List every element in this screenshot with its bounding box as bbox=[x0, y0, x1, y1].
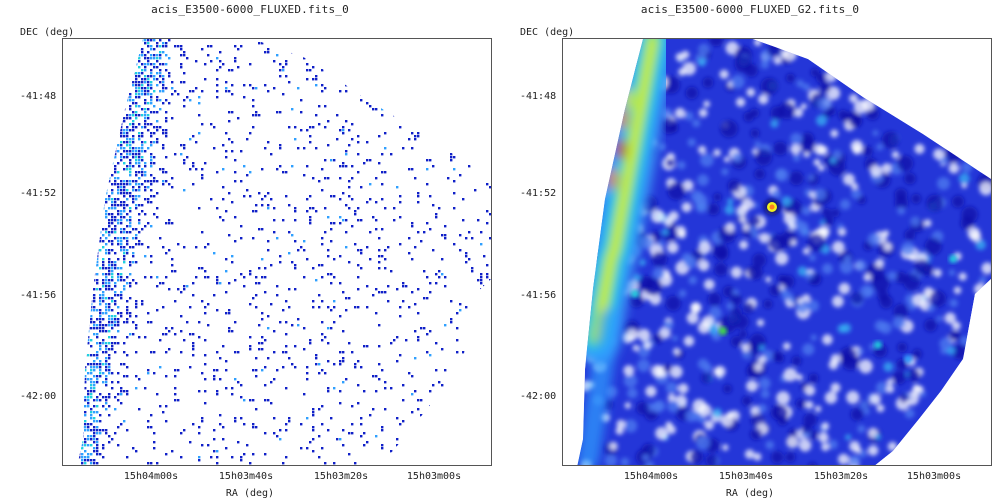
right-panel: acis_E3500-6000_FLUXED_G2.fits_0 DEC (de… bbox=[500, 0, 1000, 504]
left-y-axis-label: DEC (deg) bbox=[20, 27, 75, 38]
right-x-axis-label: RA (deg) bbox=[725, 488, 775, 499]
right-y-tick-2: -41:52 bbox=[520, 188, 557, 199]
right-smoothed-image bbox=[577, 39, 991, 465]
left-event-pixels bbox=[77, 39, 491, 465]
left-y-tick-2: -41:52 bbox=[20, 188, 57, 199]
left-panel: acis_E3500-6000_FLUXED.fits_0 DEC (deg) … bbox=[20, 3, 492, 499]
left-x-tick-1: 15h04m00s bbox=[123, 471, 179, 482]
right-y-axis-label: DEC (deg) bbox=[520, 27, 575, 38]
right-smoothed-emission bbox=[577, 39, 991, 465]
right-x-tick-4: 15h03m00s bbox=[906, 471, 962, 482]
right-y-tick-1: -41:48 bbox=[520, 91, 557, 102]
right-y-tick-3: -41:56 bbox=[520, 290, 557, 301]
left-x-tick-3: 15h03m20s bbox=[313, 471, 369, 482]
left-y-tick-1: -41:48 bbox=[20, 91, 57, 102]
left-x-tick-2: 15h03m40s bbox=[218, 471, 274, 482]
right-panel-title: acis_E3500-6000_FLUXED_G2.fits_0 bbox=[640, 3, 860, 16]
right-image-plot[interactable] bbox=[562, 38, 992, 466]
left-y-tick-3: -41:56 bbox=[20, 290, 57, 301]
left-panel-title: acis_E3500-6000_FLUXED.fits_0 bbox=[151, 3, 349, 16]
right-x-tick-3: 15h03m20s bbox=[813, 471, 869, 482]
left-image-plot[interactable] bbox=[62, 38, 492, 466]
right-y-tick-4: -42:00 bbox=[520, 391, 557, 402]
right-x-tick-2: 15h03m40s bbox=[718, 471, 774, 482]
right-point-sources bbox=[631, 199, 957, 363]
left-y-tick-4: -42:00 bbox=[20, 391, 57, 402]
left-x-tick-4: 15h03m00s bbox=[406, 471, 462, 482]
left-counts-image bbox=[77, 39, 491, 465]
left-x-axis-label: RA (deg) bbox=[225, 488, 275, 499]
right-x-tick-1: 15h04m00s bbox=[623, 471, 679, 482]
